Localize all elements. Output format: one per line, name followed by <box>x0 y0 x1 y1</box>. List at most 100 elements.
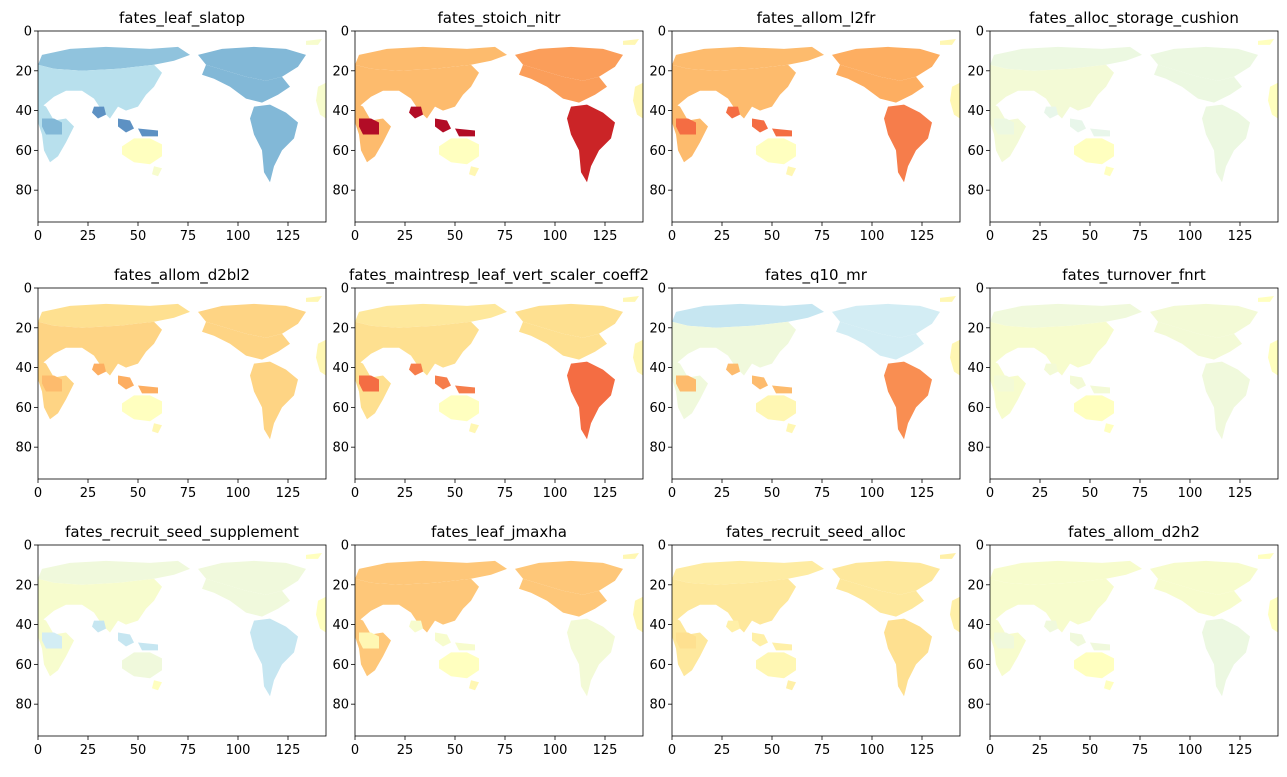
x-tick-label: 0 <box>986 229 994 244</box>
land-global <box>623 39 639 45</box>
x-tick-label: 75 <box>497 229 514 244</box>
x-tick-label: 125 <box>276 743 301 758</box>
land-global <box>786 166 796 177</box>
y-tick-label: 60 <box>15 401 32 416</box>
x-tick-label: 75 <box>1132 743 1149 758</box>
land-global <box>1258 553 1274 559</box>
land-s_america <box>567 618 615 697</box>
land-global <box>623 296 639 302</box>
panel-4: fates_allom_d2bl2 0 25 50 75 100 125 0 20 40 60 80 <box>15 266 327 501</box>
heatmap-cells <box>990 296 1278 440</box>
land-asia_boreal <box>836 321 924 360</box>
panel-title: fates_recruit_seed_supplement <box>65 523 299 542</box>
axes-frame <box>671 30 961 223</box>
x-tick-label: 125 <box>593 743 618 758</box>
land-n_america <box>38 64 162 119</box>
land-se_asia <box>726 620 740 633</box>
land-africa <box>994 375 1014 392</box>
x-tick-label: 0 <box>34 486 42 501</box>
y-tick-label: 60 <box>332 658 349 673</box>
land-se_asia <box>435 118 451 133</box>
land-global <box>950 82 960 119</box>
y-tick-label: 0 <box>976 282 984 297</box>
land-se_asia <box>1070 375 1086 390</box>
y-tick-label: 40 <box>332 361 349 376</box>
axes-frame <box>989 287 1279 480</box>
land-se_asia <box>409 363 423 376</box>
panel-3: fates_alloc_storage_cushion 0 25 50 75 100 125… <box>967 9 1279 244</box>
land-boreal <box>355 303 507 328</box>
heatmap-cells <box>672 553 960 697</box>
land-asia_boreal <box>1150 46 1258 81</box>
land-se_asia <box>1090 642 1110 651</box>
land-asia_boreal <box>1150 303 1258 338</box>
land-n_america <box>672 64 796 119</box>
x-tick-label: 100 <box>543 743 568 758</box>
y-tick-label: 20 <box>967 578 984 593</box>
x-tick-label: 125 <box>276 486 301 501</box>
x-tick-label: 50 <box>1082 486 1099 501</box>
x-tick-label: 75 <box>180 743 197 758</box>
panel-10: fates_recruit_seed_alloc 0 25 50 75 100 125 0 20… <box>649 523 961 758</box>
land-se_asia <box>118 632 134 647</box>
land-se_asia <box>1070 632 1086 647</box>
land-asia_boreal <box>832 560 940 595</box>
y-tick-label: 40 <box>649 104 666 119</box>
land-global <box>950 596 960 633</box>
land-africa <box>676 375 696 392</box>
y-tick-label: 0 <box>658 282 666 297</box>
y-tick-label: 20 <box>649 64 666 79</box>
panel-9: fates_leaf_jmaxha 0 25 50 75 100 125 0 20 40 60 80 <box>332 523 644 758</box>
y-tick-label: 60 <box>967 658 984 673</box>
land-global <box>1104 680 1114 691</box>
land-global <box>1268 82 1278 119</box>
x-tick-label: 0 <box>668 229 676 244</box>
land-se_asia <box>118 375 134 390</box>
x-tick-label: 0 <box>34 743 42 758</box>
axes-frame <box>354 544 644 737</box>
land-asia_boreal <box>198 303 306 338</box>
land-africa <box>359 375 379 392</box>
x-tick-label: 50 <box>1082 743 1099 758</box>
land-se_asia <box>726 363 740 376</box>
x-tick-label: 75 <box>180 229 197 244</box>
x-tick-label: 100 <box>860 743 885 758</box>
land-asia_boreal <box>519 578 607 617</box>
y-tick-label: 40 <box>649 361 666 376</box>
land-asia_boreal <box>519 321 607 360</box>
land-global <box>152 680 162 691</box>
x-tick-label: 0 <box>986 743 994 758</box>
land-australia <box>122 652 162 679</box>
y-tick-label: 40 <box>332 618 349 633</box>
x-tick-label: 75 <box>497 743 514 758</box>
panel-title: fates_recruit_seed_alloc <box>726 523 906 542</box>
panel-title: fates_q10_mr <box>765 266 868 285</box>
land-s_america <box>567 104 615 183</box>
y-tick-label: 40 <box>967 361 984 376</box>
land-africa <box>359 632 379 649</box>
y-tick-label: 60 <box>649 144 666 159</box>
y-tick-label: 0 <box>658 539 666 554</box>
land-n_america <box>355 321 479 376</box>
x-tick-label: 100 <box>1178 229 1203 244</box>
land-australia <box>439 652 479 679</box>
panel-title: fates_allom_d2h2 <box>1068 523 1200 542</box>
land-n_america <box>355 64 479 119</box>
x-tick-label: 25 <box>80 743 97 758</box>
y-tick-label: 20 <box>649 321 666 336</box>
land-asia_boreal <box>202 321 290 360</box>
land-australia <box>122 395 162 422</box>
land-se_asia <box>138 385 158 394</box>
land-global <box>306 296 322 302</box>
land-se_asia <box>726 106 740 119</box>
x-tick-label: 50 <box>764 486 781 501</box>
y-tick-label: 40 <box>15 104 32 119</box>
x-tick-label: 0 <box>351 486 359 501</box>
land-global <box>316 596 326 633</box>
axes-frame <box>671 287 961 480</box>
land-boreal <box>38 46 190 71</box>
panel-title: fates_leaf_jmaxha <box>431 523 567 542</box>
heatmap-cells <box>990 553 1278 697</box>
x-tick-label: 125 <box>910 229 935 244</box>
x-tick-label: 0 <box>351 229 359 244</box>
